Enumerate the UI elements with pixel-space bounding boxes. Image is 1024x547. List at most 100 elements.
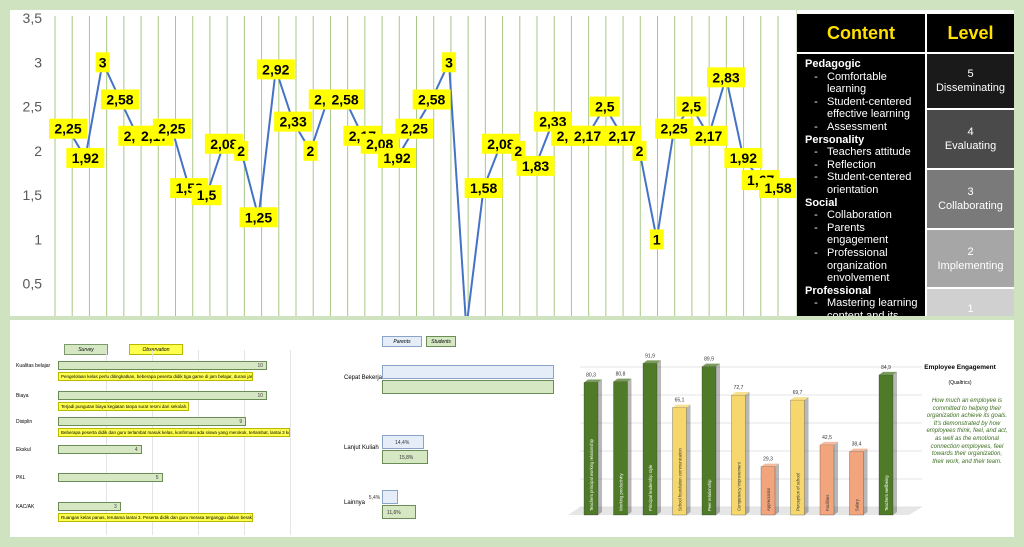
category-label: Appreciation [766,487,771,511]
bar-value-label: 42,5 [822,435,832,441]
survey-bar: 9 [58,417,247,426]
survey-bar: 10 [58,391,268,400]
svg-text:1,58: 1,58 [764,180,791,196]
category-label: Working productivity [619,472,624,511]
category-heading: Pedagogic [805,58,861,70]
bar [819,441,838,516]
bar [878,371,897,516]
data-label: 2,25 [152,118,191,139]
employee-title: Employee Engagement [924,364,996,371]
row-label: Lainnya [344,500,366,506]
bar [760,463,779,516]
data-label: 2,25 [655,118,694,139]
data-label: 1,92 [724,147,763,168]
level-number: 4 [967,126,974,138]
bullet-dash: - [814,70,818,83]
bar-value-label: 38,4 [852,442,862,448]
data-label: 2,5 [589,96,620,117]
bar-value-label: 80,3 [586,373,596,379]
category-item: - Assessment [805,121,921,134]
students-bar: 15,8% [382,450,429,464]
gridline [290,350,291,535]
level-table-panel: Content Level Pedagogic - Comfortable lear… [797,10,1014,316]
svg-text:2,25: 2,25 [54,121,81,137]
svg-text:3: 3 [99,54,107,70]
parents-bar: 14,4% [382,435,425,449]
bar [642,360,661,516]
svg-text:2,25: 2,25 [401,121,428,137]
svg-text:1,92: 1,92 [730,150,757,166]
category-label: Principal leadership style [648,464,653,511]
bullet-dash: - [814,209,818,222]
bar-value: 14,4% [395,440,410,446]
level-cell: 3 Collaborating [927,170,1014,228]
survey-chart-panel: Survey Observation Kualitas belajar 10 Pen… [10,320,336,537]
survey-bar: 3 [58,502,121,511]
data-label: 2,25 [49,118,87,139]
svg-text:2,58: 2,58 [418,91,445,107]
bar-value-label: 89,9 [704,357,714,363]
gridline [106,350,107,535]
bar-value-label: 65,1 [675,398,685,404]
svg-text:2,17: 2,17 [574,128,601,144]
data-label: 1,25 [239,207,278,228]
employee-description: How much an employee is committed to hel… [926,398,1008,465]
category-item: - Reflection [805,159,921,172]
data-label: 2 [632,140,647,161]
category-label: Salary [855,498,860,511]
students-bar: 11,6% [382,505,416,519]
row-label: Biaya [16,393,29,399]
bullet-dash: - [814,221,818,234]
svg-text:2,58: 2,58 [106,91,133,107]
svg-text:2,58: 2,58 [331,91,358,107]
y-tick-label: 2,5 [23,99,43,115]
level-number: 3 [967,186,974,198]
category-label: School foundation communication [678,447,683,511]
parents-bar: 5,4% [369,490,398,504]
data-label: 1 [649,229,664,250]
row-label: KAC/AK [16,504,35,510]
data-label: 2,08 [204,133,243,154]
level-number: 1 [967,303,974,315]
category-label: Competency improvement [737,461,742,511]
category-item-text: Collaboration [827,209,892,222]
category-item-text: Parents engagement [827,221,889,247]
data-label: 1,5 [191,185,222,206]
category-heading: Professional [805,284,872,297]
svg-text:2: 2 [514,143,522,159]
category-item-text: Student-centered effective learning [827,95,912,121]
bullet-dash: - [814,246,818,259]
svg-text:1,5: 1,5 [197,187,217,203]
svg-text:2,83: 2,83 [712,69,739,85]
data-label: 3 [95,52,110,73]
gridline [244,350,245,535]
bar [672,404,691,516]
level-cell: 5 Disseminating [927,54,1014,108]
bar [731,392,750,516]
category-item: - Professional organization envolvement [805,247,921,285]
bar [790,396,809,516]
bar-value: 4 [134,447,138,453]
bar-value: 11,6% [386,510,401,516]
data-label: 2,58 [326,89,365,110]
category-item: - Student-centered effective learning [805,96,921,121]
bar-value: 10 [257,363,264,369]
data-label: 3 [441,52,456,73]
data-label: 2 [511,140,526,161]
students-bar [382,380,554,394]
bar-value-label: 29,3 [763,457,773,463]
category-item-text: Mastering learning content and its teach… [827,297,918,316]
level-name: Disseminating [935,82,1006,94]
data-label: 2,58 [412,89,451,110]
category-item: - Collaboration [805,209,921,222]
data-label: 2,58 [100,89,139,110]
bullet-dash: - [814,95,818,108]
y-tick-label: 1 [34,231,42,247]
survey-bar: 5 [58,473,163,482]
data-label: 1,92 [66,147,105,168]
data-label: 2,5 [676,96,707,117]
svg-text:2,25: 2,25 [158,121,185,137]
line-chart: 3,5 3 2,5 2 1,5 1 0,5 2,25 1,92 3 2,58 2,17 2,17 2,25… [23,10,796,316]
data-label: 2 [234,140,249,161]
bullet-dash: - [814,146,818,159]
